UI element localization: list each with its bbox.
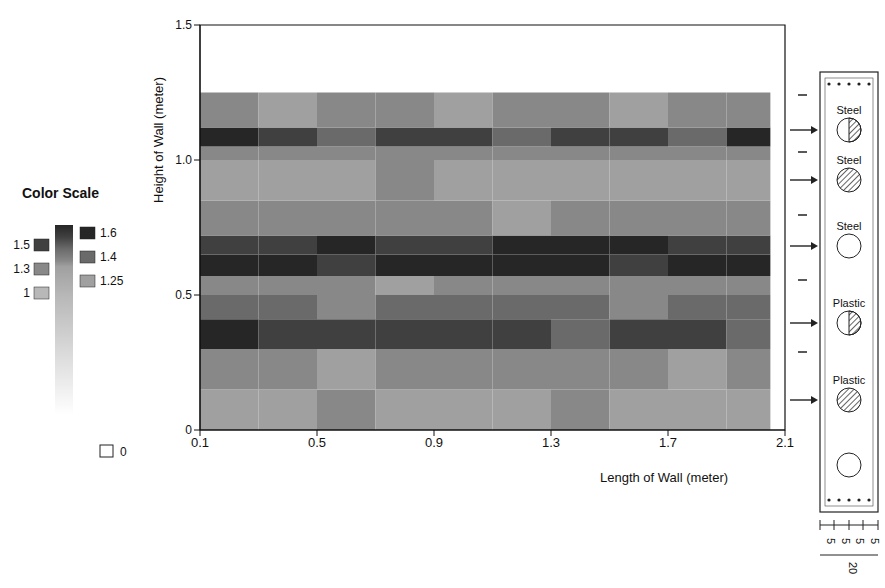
svg-text:0: 0 [185,423,192,437]
svg-text:1.25: 1.25 [100,274,124,288]
svg-text:Plastic: Plastic [833,297,866,309]
svg-text:1.5: 1.5 [13,238,30,252]
svg-text:Steel: Steel [836,220,861,232]
svg-text:0.5: 0.5 [175,288,192,302]
svg-text:1.7: 1.7 [659,435,677,450]
svg-text:0.5: 0.5 [308,435,326,450]
svg-text:1.3: 1.3 [13,262,30,276]
svg-text:0.1: 0.1 [191,435,209,450]
svg-text:5: 5 [854,538,866,544]
svg-text:1.6: 1.6 [100,226,117,240]
svg-text:1.0: 1.0 [175,153,192,167]
svg-text:5: 5 [840,538,852,544]
svg-text:5: 5 [869,538,881,544]
svg-text:1.3: 1.3 [542,435,560,450]
html-text:Height of Wall (meter): Height of Wall (meter) [150,77,166,203]
svg-text:1: 1 [23,286,30,300]
svg-text:20: 20 [847,562,859,574]
html-text:Length of Wall (meter): Length of Wall (meter) [600,470,729,485]
svg-text:Steel: Steel [836,104,861,116]
svg-text:Color Scale: Color Scale [22,185,99,201]
svg-text:0.9: 0.9 [425,435,443,450]
svg-text:Plastic: Plastic [833,374,866,386]
svg-text:2.1: 2.1 [776,435,794,450]
svg-text:Steel: Steel [836,154,861,166]
svg-text:1.4: 1.4 [100,250,117,264]
svg-text:5: 5 [825,538,837,544]
svg-text:0: 0 [120,445,127,459]
svg-text:1.5: 1.5 [175,18,192,32]
